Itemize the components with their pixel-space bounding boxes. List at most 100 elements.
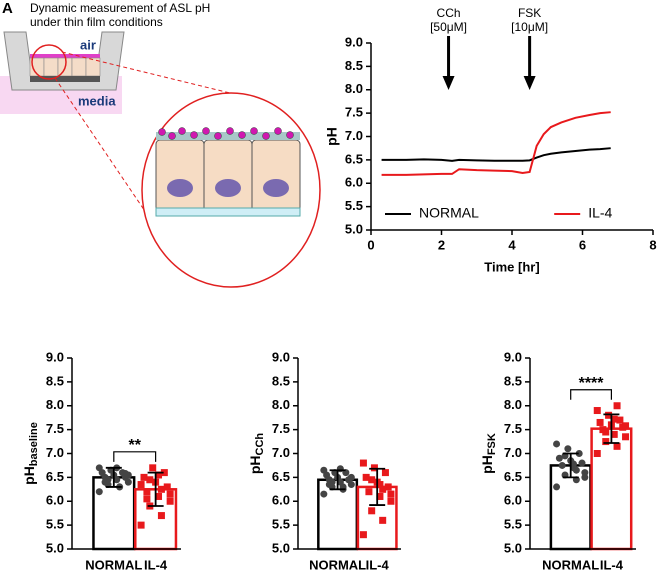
data-point [368, 476, 376, 484]
y-tick-label: 9.0 [272, 349, 290, 364]
y-tick-label: 5.5 [345, 198, 363, 213]
y-tick-label: 5.0 [504, 540, 522, 555]
data-point [370, 464, 378, 472]
y-tick-label: 7.5 [272, 421, 290, 436]
data-point [155, 471, 163, 479]
y-tick-label: 9.0 [345, 34, 363, 49]
data-point [553, 440, 561, 448]
data-point [581, 473, 589, 481]
y-tick-label: 6.5 [272, 469, 290, 484]
data-point [101, 478, 109, 486]
annotation-arrowhead [523, 76, 536, 90]
data-point [359, 459, 367, 467]
data-point [564, 445, 572, 453]
y-tick-label: 8.0 [272, 397, 290, 412]
media-label: media [78, 93, 116, 108]
data-point [157, 512, 165, 520]
y-tick-label: 8.5 [272, 373, 290, 388]
y-tick-label: 8.5 [504, 373, 522, 388]
data-point [166, 490, 174, 498]
y-tick-label: 6.0 [46, 493, 64, 508]
x-axis-title: Time [hr] [484, 259, 539, 274]
y-tick-label: 7.5 [345, 105, 363, 120]
data-point [387, 497, 395, 505]
x-tick-label: NORMAL [542, 557, 599, 572]
x-tick-label: 2 [438, 237, 445, 252]
data-point [616, 416, 624, 424]
y-tick-label: 7.0 [504, 445, 522, 460]
data-point [95, 464, 103, 472]
data-point [622, 422, 630, 430]
y-tick-label: 6.0 [345, 175, 363, 190]
y-axis-title-sub: FSK [486, 433, 498, 455]
y-axis-title-main: pH [247, 455, 263, 474]
y-tick-label: 7.0 [46, 445, 64, 460]
y-tick-label: 7.0 [345, 128, 363, 143]
x-tick-label: 8 [649, 237, 656, 252]
data-point [362, 473, 370, 481]
data-point [155, 492, 163, 500]
x-tick-label: NORMAL [309, 557, 366, 572]
data-point [325, 481, 333, 489]
error-bar [369, 467, 386, 506]
x-tick-label: 6 [579, 237, 586, 252]
data-point [143, 488, 151, 496]
y-tick-label: 6.0 [504, 493, 522, 508]
data-point [593, 407, 601, 415]
data-point [137, 521, 145, 529]
annotation-arrowhead [442, 76, 455, 90]
y-tick-label: 6.5 [46, 469, 64, 484]
y-tick-label: 6.5 [504, 469, 522, 484]
y-axis-title-sub: CCh [254, 433, 266, 456]
y-tick-label: 8.5 [46, 373, 64, 388]
data-point [622, 433, 630, 441]
y-tick-label: 6.0 [272, 493, 290, 508]
x-tick-label: IL-4 [600, 557, 624, 572]
significance: **** [579, 375, 605, 392]
zoom-circle [31, 44, 67, 80]
legend-label: IL-4 [588, 205, 612, 221]
data-point [149, 464, 157, 472]
data-point [347, 473, 355, 481]
data-point [384, 483, 392, 491]
y-axis-title: pHbaseline [21, 422, 40, 485]
y-tick-label: 7.0 [272, 445, 290, 460]
data-point [140, 473, 148, 481]
data-point [578, 459, 586, 467]
data-point [376, 481, 384, 489]
data-point [143, 495, 151, 503]
legend-label: NORMAL [419, 205, 479, 221]
data-point [570, 460, 578, 468]
y-tick-label: 5.5 [46, 517, 64, 532]
y-tick-label: 8.5 [345, 58, 363, 73]
data-point [555, 454, 563, 462]
data-point [157, 485, 165, 493]
significance: ** [128, 437, 141, 454]
data-point [602, 428, 610, 436]
data-point [166, 497, 174, 505]
x-tick-label: NORMAL [85, 557, 142, 572]
data-point [379, 485, 387, 493]
data-point [613, 442, 621, 450]
data-point [320, 490, 328, 498]
schematic: A Dynamic measurement of ASL pH under th… [0, 0, 321, 288]
y-tick-label: 8.0 [345, 81, 363, 96]
y-axis-title-main: pH [21, 466, 37, 485]
y-tick-label: 8.0 [46, 397, 64, 412]
membrane [30, 76, 100, 82]
zoom-cells [155, 127, 301, 217]
data-point [596, 418, 604, 426]
bar [590, 427, 633, 551]
data-point [121, 470, 129, 478]
annotation: [10μM] [511, 20, 548, 34]
data-point [593, 450, 601, 457]
annotation: FSK [518, 6, 541, 20]
significance-bracket [570, 389, 612, 400]
data-point [95, 488, 103, 496]
error-bar [562, 452, 579, 479]
data-point [613, 402, 621, 410]
y-tick-label: 5.5 [272, 517, 290, 532]
data-point [379, 516, 387, 524]
data-point [146, 476, 154, 484]
